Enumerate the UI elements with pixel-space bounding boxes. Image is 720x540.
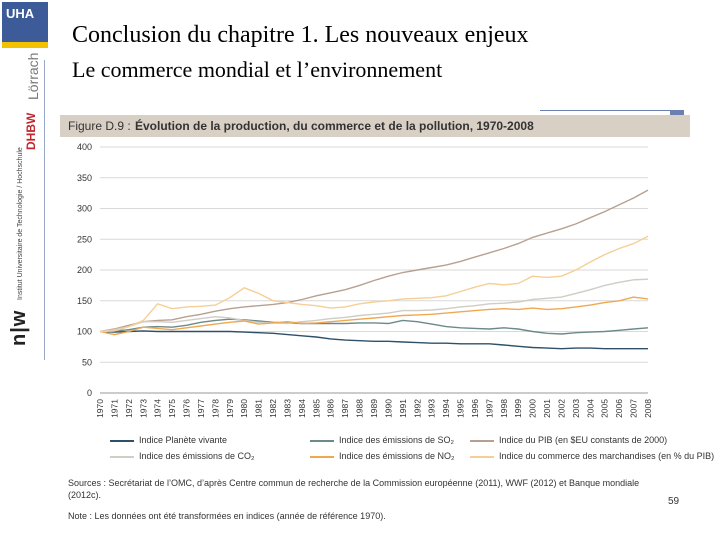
legend-swatch xyxy=(310,439,334,442)
x-tick-label: 1990 xyxy=(383,399,393,418)
legend-label: Indice des émissions de SO₂ xyxy=(339,435,455,445)
x-tick-label: 1999 xyxy=(513,399,523,418)
x-tick-label: 1971 xyxy=(109,399,119,418)
series-line xyxy=(99,189,649,333)
x-tick-label: 1984 xyxy=(297,399,307,418)
x-tick-label: 1973 xyxy=(138,399,148,418)
x-tick-label: 1988 xyxy=(355,399,365,418)
series-line xyxy=(99,318,649,335)
legend-swatch xyxy=(110,455,134,458)
uha-logo: UHA xyxy=(2,2,48,48)
y-tick-label: 0 xyxy=(87,388,92,398)
sidebar: UHA Lörrach DHBW Institut Universitaire … xyxy=(0,0,52,540)
x-tick-label: 1992 xyxy=(412,399,422,418)
sidebar-divider xyxy=(44,60,45,360)
slide-title: Conclusion du chapitre 1. Les nouveaux e… xyxy=(72,22,529,48)
loerrach-label: Lörrach xyxy=(25,52,41,100)
legend-label: Indice du PIB (en $EU constants de 2000) xyxy=(499,435,668,445)
legend-swatch xyxy=(310,455,334,458)
y-tick-label: 150 xyxy=(77,296,92,306)
x-tick-label: 1979 xyxy=(225,399,235,418)
legend-swatch xyxy=(470,455,494,458)
x-tick-label: 1989 xyxy=(369,399,379,418)
x-tick-label: 1972 xyxy=(124,399,134,418)
x-tick-label: 2008 xyxy=(643,399,653,418)
y-tick-label: 200 xyxy=(77,265,92,275)
figure-title: Évolution de la production, du commerce … xyxy=(135,119,534,133)
y-tick-label: 400 xyxy=(77,142,92,152)
x-tick-label: 1980 xyxy=(239,399,249,418)
x-tick-label: 2005 xyxy=(600,399,610,418)
legend-label: Indice Planète vivante xyxy=(139,435,228,445)
x-tick-label: 1975 xyxy=(167,399,177,418)
y-tick-label: 100 xyxy=(77,327,92,337)
x-tick-label: 1983 xyxy=(282,399,292,418)
slide-subtitle: Le commerce mondial et l’environnement xyxy=(72,57,443,82)
niw-logo: n|w xyxy=(8,309,30,346)
x-tick-label: 1997 xyxy=(484,399,494,418)
x-tick-label: 1986 xyxy=(326,399,336,418)
legend-item: Indice du PIB (en $EU constants de 2000) xyxy=(470,435,667,447)
x-tick-label: 1987 xyxy=(340,399,350,418)
x-tick-label: 1978 xyxy=(210,399,220,418)
x-tick-label: 1981 xyxy=(254,399,264,418)
x-tick-label: 2000 xyxy=(528,399,538,418)
x-tick-label: 2006 xyxy=(614,399,624,418)
x-tick-label: 2003 xyxy=(571,399,581,418)
x-tick-label: 1991 xyxy=(398,399,408,418)
uha-logo-text: UHA xyxy=(6,6,35,21)
x-tick-label: 1976 xyxy=(182,399,192,418)
x-tick-label: 1974 xyxy=(153,399,163,418)
x-tick-label: 1994 xyxy=(441,399,451,418)
figure-sources: Sources : Secrétariat de l’OMC, d’après … xyxy=(68,478,640,500)
legend-item: Indice du commerce des marchandises (en … xyxy=(470,451,714,463)
figure: Figure D.9 : Évolution de la production,… xyxy=(60,115,714,527)
x-tick-label: 2001 xyxy=(542,399,552,418)
x-tick-label: 1985 xyxy=(311,399,321,418)
figure-note: Note : Les données ont été transformées … xyxy=(68,511,386,521)
x-tick-label: 2004 xyxy=(585,399,595,418)
x-tick-label: 1977 xyxy=(196,399,206,418)
legend-label: Indice du commerce des marchandises (en … xyxy=(499,451,715,461)
series-line xyxy=(99,330,648,350)
x-tick-label: 1998 xyxy=(499,399,509,418)
institute-label: Institut Universitaire de Technologie / … xyxy=(17,147,24,300)
x-tick-label: 2002 xyxy=(556,399,566,418)
x-tick-label: 1982 xyxy=(268,399,278,418)
series-line xyxy=(99,235,649,333)
legend-label: Indice des émissions de CO₂ xyxy=(139,451,255,461)
y-tick-label: 50 xyxy=(82,357,92,367)
series-line xyxy=(99,296,649,336)
x-tick-label: 1970 xyxy=(95,399,105,418)
x-tick-label: 1993 xyxy=(427,399,437,418)
legend-label: Indice des émissions de NO₂ xyxy=(339,451,455,461)
legend-swatch xyxy=(470,439,494,442)
y-tick-label: 250 xyxy=(77,234,92,244)
legend-item: Indice Planète vivante xyxy=(110,435,227,447)
y-tick-label: 350 xyxy=(77,173,92,183)
figure-label: Figure D.9 : xyxy=(68,119,131,133)
series-line xyxy=(99,278,649,333)
x-tick-label: 2007 xyxy=(629,399,639,418)
legend-item: Indice des émissions de NO₂ xyxy=(310,451,455,463)
dhbw-logo: DHBW xyxy=(24,112,38,150)
x-tick-label: 1995 xyxy=(456,399,466,418)
legend-swatch xyxy=(110,439,134,442)
y-tick-label: 300 xyxy=(77,204,92,214)
x-tick-label: 1996 xyxy=(470,399,480,418)
legend-item: Indice des émissions de CO₂ xyxy=(110,451,255,463)
page-number: 59 xyxy=(668,496,680,507)
legend-item: Indice des émissions de SO₂ xyxy=(310,435,454,447)
line-chart: 0 50 100 150 200 250 300 350 400 1970 1971 1972 1973… xyxy=(77,142,653,418)
figure-header: Figure D.9 : Évolution de la production,… xyxy=(60,115,690,137)
